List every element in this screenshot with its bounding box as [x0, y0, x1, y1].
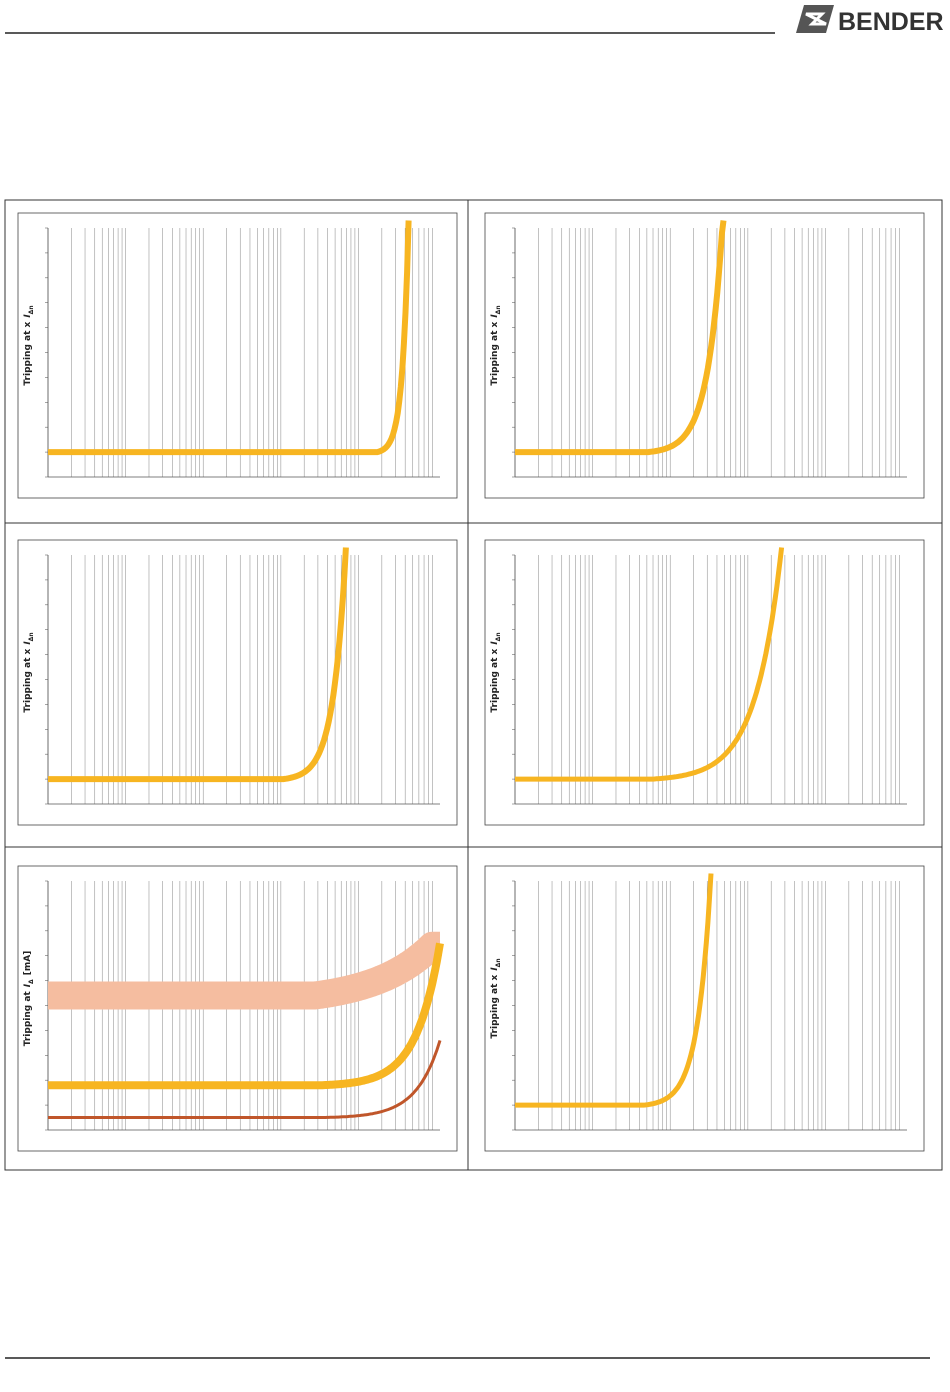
y-axis-label: Tripping at IΔ [mA] — [23, 951, 35, 1047]
curve — [46, 547, 349, 783]
logo: BENDER — [796, 5, 944, 36]
y-axis-label: Tripping at x IΔn — [490, 632, 502, 712]
label-text: Tripping at x — [23, 321, 33, 385]
curve — [46, 220, 412, 456]
label-symbol: I — [490, 314, 500, 318]
label-text: Tripping at x — [490, 648, 500, 712]
label-symbol: I — [23, 983, 33, 987]
label-subscript: Δn — [495, 305, 502, 314]
label-symbol: I — [490, 967, 500, 971]
label-text: Tripping at x — [490, 321, 500, 385]
label-subscript: Δn — [495, 958, 502, 967]
panel-frame — [484, 865, 925, 1152]
chart-panel: Tripping at x IΔn — [484, 212, 925, 499]
curve — [35, 931, 453, 1010]
y-axis-label: Tripping at x IΔn — [23, 632, 35, 712]
grid-frame — [4, 199, 943, 1171]
label-symbol: I — [490, 641, 500, 645]
panel-frame — [17, 865, 458, 1152]
chart-panel: Tripping at x IΔn — [17, 212, 458, 499]
y-axis-label: Tripping at x IΔn — [490, 305, 502, 385]
label-text: Tripping at x — [490, 974, 500, 1038]
y-axis-label: Tripping at x IΔn — [490, 958, 502, 1038]
label-subscript: Δn — [28, 305, 35, 314]
panel-frame — [484, 539, 925, 826]
label-subscript: Δn — [28, 632, 35, 641]
panel-frame — [17, 539, 458, 826]
panel-frame — [17, 212, 458, 499]
label-text: Tripping at x — [23, 648, 33, 712]
y-axis-label: Tripping at x IΔn — [23, 305, 35, 385]
panel-frame — [484, 212, 925, 499]
chart-panel: Tripping at x IΔn — [484, 865, 925, 1152]
curve — [514, 547, 785, 782]
curve — [514, 873, 714, 1108]
label-subscript: Δ — [28, 979, 35, 984]
label-subscript: Δn — [495, 632, 502, 641]
label-unit: [mA] — [23, 951, 33, 976]
chart-panel: Tripping at x IΔn — [484, 539, 925, 826]
curve — [48, 1039, 442, 1119]
chart-panel: Tripping at IΔ [mA] — [17, 865, 458, 1152]
label-symbol: I — [23, 314, 33, 318]
chart-panel: Tripping at x IΔn — [17, 539, 458, 826]
brand: BENDER — [838, 8, 944, 36]
curve — [45, 942, 444, 1090]
curve — [513, 220, 727, 456]
label-text: Tripping at — [23, 991, 33, 1047]
label-symbol: I — [23, 641, 33, 645]
